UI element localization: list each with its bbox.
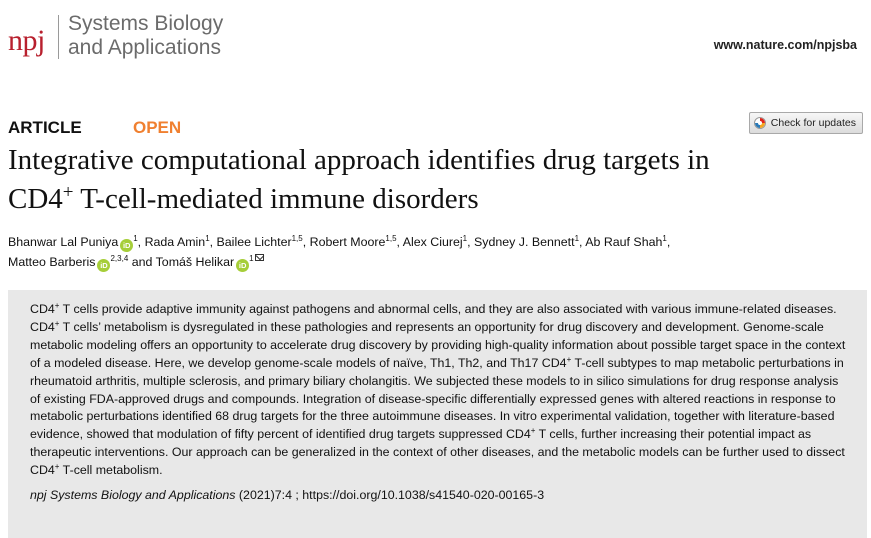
citation-details[interactable]: (2021)7:4 ; https://doi.org/10.1038/s415… (235, 488, 545, 503)
author-name: Bailee Lichter (216, 235, 292, 249)
author-affiliation: 1 (205, 234, 210, 243)
author-affiliation: 1,5 (291, 234, 303, 243)
npj-logo[interactable]: npj (8, 24, 45, 57)
crossmark-icon (753, 117, 766, 129)
author-4[interactable]: Robert Moore1,5 (309, 234, 397, 250)
author-affiliation: 1,5 (385, 234, 397, 243)
author-list: Bhanwar Lal Puniya iD1, Rada Amin1, Baile… (8, 232, 863, 272)
journal-name-line1: Systems Biology (68, 12, 224, 35)
orcid-icon[interactable]: iD (236, 259, 250, 272)
title-cd4: CD4 (8, 183, 63, 215)
journal-url-link[interactable]: www.nature.com/npjsba (713, 38, 857, 52)
author-separator: , (302, 235, 310, 249)
author-8[interactable]: Matteo Barberis iD2,3,4 (8, 254, 129, 272)
author-name: Tomáš Helikar (155, 255, 235, 269)
author-separator: and (128, 255, 156, 269)
check-for-updates-button[interactable]: Check for updates (748, 112, 863, 134)
citation-journal: npj Systems Biology and Applications (30, 488, 236, 503)
author-5[interactable]: Alex Ciurej1 (402, 234, 468, 250)
author-9[interactable]: Tomáš Helikar iD1 (155, 254, 264, 272)
title-line1: Integrative computational approach ident… (8, 144, 710, 176)
author-affiliation: 1 (462, 234, 468, 243)
author-name: Sydney J. Bennett (473, 235, 575, 249)
author-2[interactable]: Rada Amin1 (144, 234, 210, 250)
author-separator: , (209, 235, 217, 249)
orcid-icon[interactable]: iD (97, 259, 111, 272)
author-separator: , (137, 235, 145, 249)
journal-header: npj Systems Biology and Applications www… (8, 12, 863, 68)
author-name: Rada Amin (144, 235, 206, 249)
author-affiliation: 1 (662, 234, 667, 243)
envelope-icon[interactable] (254, 254, 264, 261)
citation-line: npj Systems Biology and Applications (20… (30, 488, 847, 502)
journal-name-line2: and Applications (68, 36, 221, 59)
author-separator: , (666, 235, 671, 249)
author-separator: , (396, 235, 403, 249)
author-affiliation: 2,3,4 (110, 254, 129, 263)
author-name: Robert Moore (309, 235, 386, 249)
author-name: Matteo Barberis (8, 255, 96, 269)
author-1[interactable]: Bhanwar Lal Puniya iD1 (8, 234, 138, 252)
author-affiliation: 1 (574, 234, 580, 243)
orcid-icon[interactable]: iD (120, 239, 134, 252)
author-6[interactable]: Sydney J. Bennett1 (473, 234, 580, 250)
journal-name[interactable]: Systems Biology and Applications (68, 12, 223, 60)
author-separator: , (579, 235, 586, 249)
author-name: Alex Ciurej (402, 235, 463, 249)
abstract-box: CD4+ T cells provide adaptive immunity a… (8, 290, 867, 538)
author-name: Ab Rauf Shah (585, 235, 663, 249)
article-type-label: ARTICLE (8, 118, 82, 137)
author-affiliation: 1 (249, 254, 254, 263)
open-access-label: OPEN (133, 118, 182, 137)
author-7[interactable]: Ab Rauf Shah1 (585, 234, 667, 250)
title-superscript: + (62, 182, 74, 203)
author-name: Bhanwar Lal Puniya (8, 235, 119, 249)
article-title: Integrative computational approach ident… (8, 141, 863, 219)
check-updates-label: Check for updates (770, 117, 856, 129)
author-3[interactable]: Bailee Lichter1,5 (216, 234, 303, 250)
author-separator: , (467, 235, 474, 249)
abstract-text: CD4+ T cells provide adaptive immunity a… (30, 301, 846, 478)
logo-divider (58, 15, 59, 59)
author-affiliation: 1 (133, 234, 138, 243)
title-line2: T-cell-mediated immune disorders (73, 183, 479, 215)
article-meta-row: ARTICLE OPEN Check for updates (8, 112, 863, 140)
